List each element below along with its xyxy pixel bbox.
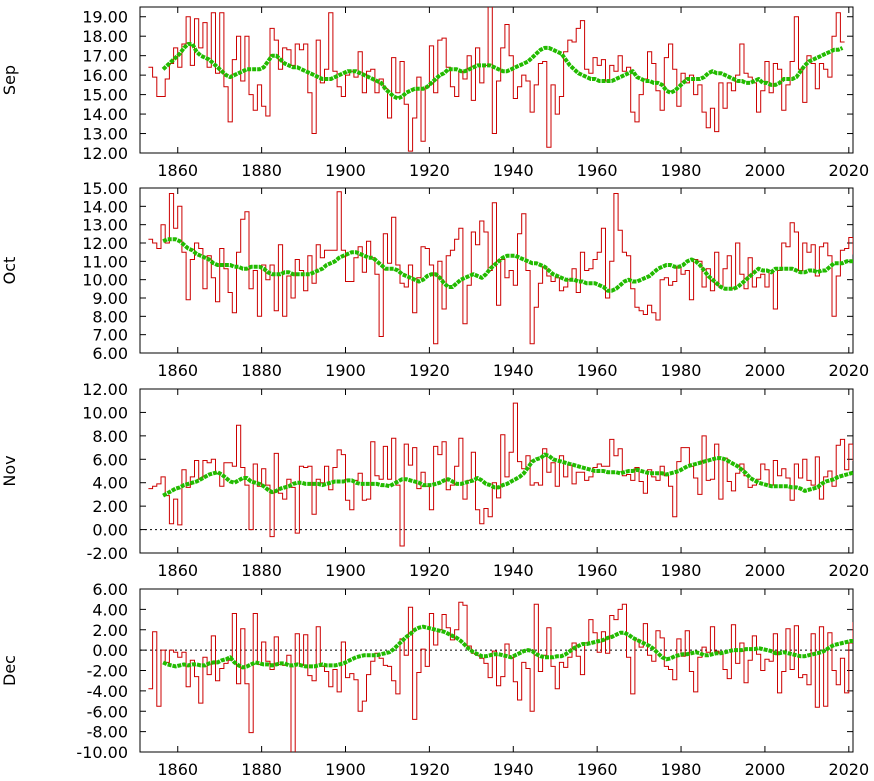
- y-tick-label: 11.00: [82, 252, 128, 271]
- x-tick-label: 1940: [493, 760, 534, 779]
- annual-step-series: [148, 601, 853, 752]
- y-tick-label: 13.00: [82, 125, 128, 144]
- y-tick-label: 12.00: [82, 380, 128, 399]
- y-tick-label: -10.00: [76, 743, 128, 762]
- x-tick-label: 1900: [325, 161, 366, 180]
- x-tick-label: 2020: [828, 561, 869, 580]
- x-tick-label: 1880: [241, 561, 282, 580]
- y-tick-label: 14.00: [82, 197, 128, 216]
- y-axis-label: Nov: [0, 455, 19, 486]
- y-tick-label: 0.00: [92, 641, 128, 660]
- x-tick-label: 2000: [745, 161, 786, 180]
- smoothed-series: [162, 237, 853, 293]
- y-tick-label: 8.00: [92, 307, 128, 326]
- smoothed-series: [161, 42, 844, 101]
- y-tick-label: 6.00: [92, 450, 128, 469]
- smoothed-series: [162, 624, 853, 670]
- x-tick-label: 1860: [157, 760, 198, 779]
- x-tick-label: 1860: [157, 561, 198, 580]
- y-tick-label: 15.00: [82, 86, 128, 105]
- x-tick-label: 1980: [661, 760, 702, 779]
- y-tick-label: -2.00: [87, 544, 128, 563]
- plot-frame: [139, 6, 854, 154]
- y-tick-label: 2.00: [92, 497, 128, 516]
- x-tick-label: 1920: [409, 361, 450, 380]
- x-tick-label: 1920: [409, 561, 450, 580]
- panel-nov: -2.00 0.00 2.00 4.00 6.00 8.00 10.00 12.00 1860 1…: [0, 380, 869, 580]
- y-tick-label: 6.00: [92, 580, 128, 599]
- x-tick-label: 1860: [157, 161, 198, 180]
- panel-dec: -10.00-8.00 -6.00-4.00-2.00 0.002.00 4.006.…: [0, 580, 869, 779]
- y-axis-label: Oct: [0, 257, 19, 285]
- x-tick-label: 1940: [493, 561, 534, 580]
- x-tick-label: 1920: [409, 161, 450, 180]
- plot-frame: [139, 187, 854, 354]
- y-tick-label: 4.00: [92, 600, 128, 619]
- y-tick-label: 15.00: [82, 179, 128, 198]
- x-tick-label: 2000: [745, 760, 786, 779]
- x-tick-label: 1900: [325, 760, 366, 779]
- y-tick-label: 10.00: [82, 403, 128, 422]
- x-tick-label: 1940: [493, 161, 534, 180]
- x-tick-label: 1940: [493, 361, 534, 380]
- x-tick-label: 1880: [241, 760, 282, 779]
- x-tick-label: 2000: [745, 361, 786, 380]
- y-tick-label: 17.00: [82, 47, 128, 66]
- y-tick-label: 12.00: [82, 144, 128, 163]
- smoothed-series: [162, 452, 853, 498]
- y-tick-label: 6.00: [92, 344, 128, 363]
- y-tick-label: 18.00: [82, 27, 128, 46]
- x-tick-label: 1960: [577, 361, 618, 380]
- x-tick-label: 2000: [745, 561, 786, 580]
- y-tick-label: -2.00: [87, 662, 128, 681]
- y-tick-label: 0.00: [92, 521, 128, 540]
- annual-step-series: [148, 7, 845, 152]
- y-tick-label: 16.00: [82, 66, 128, 85]
- x-tick-label: 1980: [661, 361, 702, 380]
- y-tick-label: 12.00: [82, 234, 128, 253]
- y-axis-label: Dec: [0, 655, 19, 686]
- y-tick-label: 9.00: [92, 289, 128, 308]
- y-tick-label: -6.00: [87, 702, 128, 721]
- x-tick-label: 1860: [157, 361, 198, 380]
- x-tick-label: 1880: [241, 361, 282, 380]
- x-tick-label: 2020: [828, 161, 869, 180]
- x-tick-label: 1960: [577, 161, 618, 180]
- x-tick-label: 1920: [409, 760, 450, 779]
- y-tick-label: 14.00: [82, 105, 128, 124]
- x-tick-label: 1960: [577, 561, 618, 580]
- plot-frame: [139, 388, 854, 554]
- panel-sep: 12.0013.0014.0015.0016.0017.0018.0019.00…: [0, 6, 869, 180]
- y-tick-label: 19.00: [82, 8, 128, 27]
- x-tick-label: 2020: [828, 361, 869, 380]
- x-tick-label: 1980: [661, 561, 702, 580]
- y-tick-label: 7.00: [92, 326, 128, 345]
- x-tick-label: 1960: [577, 760, 618, 779]
- y-tick-label: 8.00: [92, 427, 128, 446]
- x-tick-label: 1980: [661, 161, 702, 180]
- x-tick-label: 2020: [828, 760, 869, 779]
- y-tick-label: 2.00: [92, 621, 128, 640]
- y-tick-label: -4.00: [87, 682, 128, 701]
- y-tick-label: 4.00: [92, 474, 128, 493]
- panel-oct: 6.007.008.009.0010.0011.0012.0013.0014.0…: [0, 179, 869, 380]
- y-tick-label: 10.00: [82, 271, 128, 290]
- annual-step-series: [148, 402, 853, 547]
- y-axis-label: Sep: [0, 65, 19, 95]
- x-tick-label: 1880: [241, 161, 282, 180]
- y-tick-label: -8.00: [87, 723, 128, 742]
- x-tick-label: 1900: [325, 361, 366, 380]
- y-tick-label: 13.00: [82, 216, 128, 235]
- x-tick-label: 1900: [325, 561, 366, 580]
